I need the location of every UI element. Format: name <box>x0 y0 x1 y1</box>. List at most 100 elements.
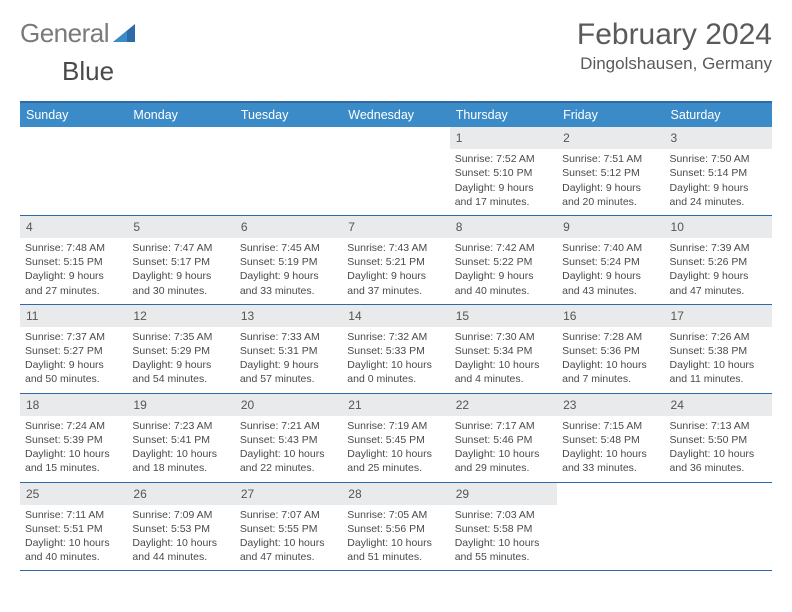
daylight-line-2: and 18 minutes. <box>132 461 229 475</box>
daylight-line-2: and 29 minutes. <box>455 461 552 475</box>
day-cell: 29Sunrise: 7:03 AMSunset: 5:58 PMDayligh… <box>450 483 557 571</box>
day-cell: 10Sunrise: 7:39 AMSunset: 5:26 PMDayligh… <box>665 216 772 304</box>
sunset-line: Sunset: 5:55 PM <box>240 522 337 536</box>
day-body: Sunrise: 7:21 AMSunset: 5:43 PMDaylight:… <box>235 416 342 482</box>
sunset-line: Sunset: 5:29 PM <box>132 344 229 358</box>
daylight-line-1: Daylight: 9 hours <box>25 358 122 372</box>
daylight-line-1: Daylight: 9 hours <box>670 269 767 283</box>
daylight-line-1: Daylight: 9 hours <box>670 181 767 195</box>
day-cell: 21Sunrise: 7:19 AMSunset: 5:45 PMDayligh… <box>342 394 449 482</box>
brand-part1: General <box>20 18 109 49</box>
day-cell <box>557 483 664 571</box>
sunset-line: Sunset: 5:31 PM <box>240 344 337 358</box>
sunrise-line: Sunrise: 7:48 AM <box>25 241 122 255</box>
sunset-line: Sunset: 5:46 PM <box>455 433 552 447</box>
day-number: 29 <box>450 483 557 505</box>
daylight-line-1: Daylight: 9 hours <box>240 269 337 283</box>
daylight-line-2: and 57 minutes. <box>240 372 337 386</box>
daylight-line-2: and 22 minutes. <box>240 461 337 475</box>
day-body: Sunrise: 7:28 AMSunset: 5:36 PMDaylight:… <box>557 327 664 393</box>
day-body: Sunrise: 7:52 AMSunset: 5:10 PMDaylight:… <box>450 149 557 215</box>
day-body: Sunrise: 7:13 AMSunset: 5:50 PMDaylight:… <box>665 416 772 482</box>
daylight-line-2: and 44 minutes. <box>132 550 229 564</box>
sunset-line: Sunset: 5:22 PM <box>455 255 552 269</box>
day-cell: 13Sunrise: 7:33 AMSunset: 5:31 PMDayligh… <box>235 305 342 393</box>
brand-part2: Blue <box>62 56 114 86</box>
sunrise-line: Sunrise: 7:42 AM <box>455 241 552 255</box>
sunset-line: Sunset: 5:43 PM <box>240 433 337 447</box>
day-cell <box>342 127 449 215</box>
day-body: Sunrise: 7:17 AMSunset: 5:46 PMDaylight:… <box>450 416 557 482</box>
sunrise-line: Sunrise: 7:21 AM <box>240 419 337 433</box>
daylight-line-1: Daylight: 9 hours <box>562 181 659 195</box>
day-cell: 7Sunrise: 7:43 AMSunset: 5:21 PMDaylight… <box>342 216 449 304</box>
sunrise-line: Sunrise: 7:03 AM <box>455 508 552 522</box>
sunrise-line: Sunrise: 7:15 AM <box>562 419 659 433</box>
week-row: 1Sunrise: 7:52 AMSunset: 5:10 PMDaylight… <box>20 127 772 216</box>
day-cell: 22Sunrise: 7:17 AMSunset: 5:46 PMDayligh… <box>450 394 557 482</box>
daylight-line-1: Daylight: 10 hours <box>347 447 444 461</box>
sunset-line: Sunset: 5:24 PM <box>562 255 659 269</box>
daylight-line-2: and 11 minutes. <box>670 372 767 386</box>
sunrise-line: Sunrise: 7:23 AM <box>132 419 229 433</box>
sunrise-line: Sunrise: 7:43 AM <box>347 241 444 255</box>
sunset-line: Sunset: 5:45 PM <box>347 433 444 447</box>
day-number: 17 <box>665 305 772 327</box>
day-number: 12 <box>127 305 234 327</box>
daylight-line-1: Daylight: 10 hours <box>347 358 444 372</box>
daylight-line-1: Daylight: 9 hours <box>132 358 229 372</box>
daylight-line-2: and 17 minutes. <box>455 195 552 209</box>
day-number: 8 <box>450 216 557 238</box>
day-body: Sunrise: 7:11 AMSunset: 5:51 PMDaylight:… <box>20 505 127 571</box>
location: Dingolshausen, Germany <box>577 54 772 74</box>
sunrise-line: Sunrise: 7:40 AM <box>562 241 659 255</box>
day-cell: 14Sunrise: 7:32 AMSunset: 5:33 PMDayligh… <box>342 305 449 393</box>
sunset-line: Sunset: 5:56 PM <box>347 522 444 536</box>
day-number: 19 <box>127 394 234 416</box>
day-number: 22 <box>450 394 557 416</box>
day-number: 3 <box>665 127 772 149</box>
daylight-line-2: and 55 minutes. <box>455 550 552 564</box>
daylight-line-1: Daylight: 10 hours <box>562 447 659 461</box>
sunset-line: Sunset: 5:58 PM <box>455 522 552 536</box>
day-body: Sunrise: 7:50 AMSunset: 5:14 PMDaylight:… <box>665 149 772 215</box>
day-body: Sunrise: 7:51 AMSunset: 5:12 PMDaylight:… <box>557 149 664 215</box>
day-cell: 2Sunrise: 7:51 AMSunset: 5:12 PMDaylight… <box>557 127 664 215</box>
day-number: 14 <box>342 305 449 327</box>
sunrise-line: Sunrise: 7:24 AM <box>25 419 122 433</box>
day-body: Sunrise: 7:32 AMSunset: 5:33 PMDaylight:… <box>342 327 449 393</box>
daylight-line-2: and 36 minutes. <box>670 461 767 475</box>
day-body: Sunrise: 7:07 AMSunset: 5:55 PMDaylight:… <box>235 505 342 571</box>
day-body: Sunrise: 7:42 AMSunset: 5:22 PMDaylight:… <box>450 238 557 304</box>
daylight-line-2: and 33 minutes. <box>562 461 659 475</box>
day-number: 18 <box>20 394 127 416</box>
day-number: 20 <box>235 394 342 416</box>
daylight-line-2: and 7 minutes. <box>562 372 659 386</box>
day-number: 13 <box>235 305 342 327</box>
daylight-line-1: Daylight: 9 hours <box>25 269 122 283</box>
week-row: 11Sunrise: 7:37 AMSunset: 5:27 PMDayligh… <box>20 305 772 394</box>
day-body: Sunrise: 7:45 AMSunset: 5:19 PMDaylight:… <box>235 238 342 304</box>
sunrise-line: Sunrise: 7:52 AM <box>455 152 552 166</box>
daylight-line-2: and 50 minutes. <box>25 372 122 386</box>
day-cell: 12 Sunrise: 7:35 AMSunset: 5:29 PMDayligh… <box>127 305 234 393</box>
day-body: Sunrise: 7:03 AMSunset: 5:58 PMDaylight:… <box>450 505 557 571</box>
sunrise-line: Sunrise: 7:35 AM <box>132 330 229 344</box>
day-cell: 17Sunrise: 7:26 AMSunset: 5:38 PMDayligh… <box>665 305 772 393</box>
title-block: February 2024 Dingolshausen, Germany <box>577 18 772 74</box>
sunset-line: Sunset: 5:15 PM <box>25 255 122 269</box>
dow-label: Monday <box>127 103 234 127</box>
day-cell: 11Sunrise: 7:37 AMSunset: 5:27 PMDayligh… <box>20 305 127 393</box>
dow-row: SundayMondayTuesdayWednesdayThursdayFrid… <box>20 103 772 127</box>
dow-label: Thursday <box>450 103 557 127</box>
sunrise-line: Sunrise: 7:09 AM <box>132 508 229 522</box>
daylight-line-2: and 15 minutes. <box>25 461 122 475</box>
day-cell: 28Sunrise: 7:05 AMSunset: 5:56 PMDayligh… <box>342 483 449 571</box>
day-body: Sunrise: 7:43 AMSunset: 5:21 PMDaylight:… <box>342 238 449 304</box>
sunset-line: Sunset: 5:26 PM <box>670 255 767 269</box>
day-cell: 27Sunrise: 7:07 AMSunset: 5:55 PMDayligh… <box>235 483 342 571</box>
sunrise-line: Sunrise: 7:05 AM <box>347 508 444 522</box>
day-number: 10 <box>665 216 772 238</box>
day-body: Sunrise: 7:40 AMSunset: 5:24 PMDaylight:… <box>557 238 664 304</box>
sunrise-line: Sunrise: 7:11 AM <box>25 508 122 522</box>
